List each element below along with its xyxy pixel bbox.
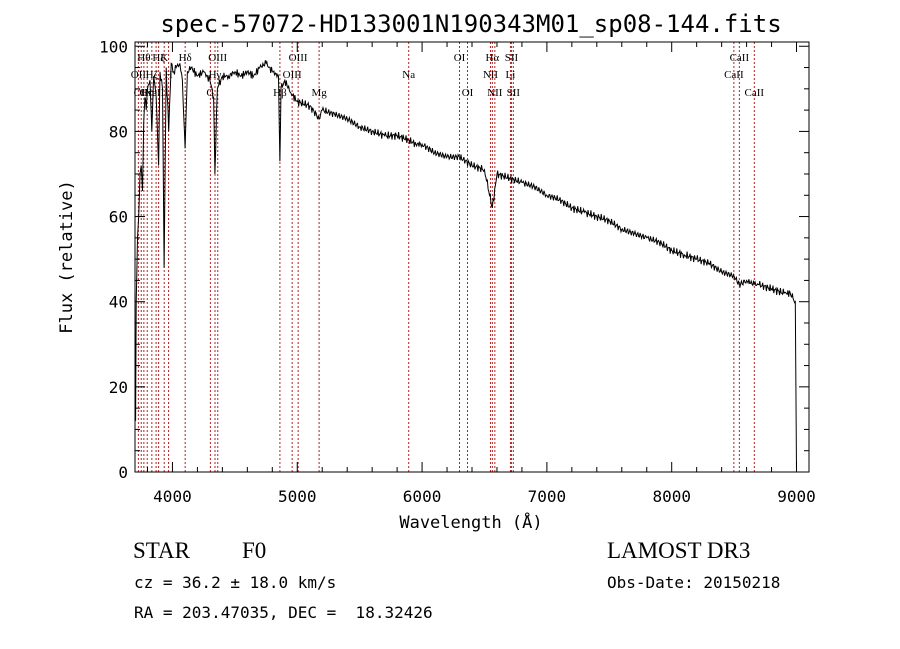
line-marker-label: Li [506, 69, 516, 81]
line-marker-label: OIII [208, 52, 227, 64]
line-marker-label: Hγ [209, 69, 222, 81]
y-axis-label: Flux (relative) [57, 180, 77, 334]
redshift-info: cz = 36.2 ± 18.0 km/s [134, 573, 337, 592]
x-tick-label: 6000 [403, 487, 442, 506]
x-axis-label: Wavelength (Å) [399, 511, 542, 533]
line-marker-label: SII [505, 52, 519, 64]
plot-frame [134, 41, 810, 473]
x-tick-label: 9000 [777, 487, 816, 506]
line-marker-label: Hθ [137, 52, 150, 64]
x-tick-label: 5000 [278, 487, 317, 506]
y-tick-label: 100 [99, 37, 128, 56]
coordinates: RA = 203.47035, DEC = 18.32426 [134, 603, 433, 622]
line-marker-label: Hδ [179, 52, 192, 64]
line-marker-label: Mg [311, 87, 327, 99]
line-marker-label: K [160, 52, 168, 64]
line-marker-label: OI [462, 87, 474, 99]
y-tick-label: 60 [109, 208, 128, 227]
object-class: STAR [133, 538, 190, 563]
line-marker-label: G [206, 87, 214, 99]
spectrum-line [134, 60, 797, 473]
y-tick-label: 80 [109, 122, 128, 141]
line-marker-label: OIII [283, 69, 302, 81]
y-tick-label: 20 [109, 378, 128, 397]
line-marker-label: OII [131, 69, 147, 81]
line-marker-label: NII [487, 87, 503, 99]
x-tick-label: 8000 [652, 487, 691, 506]
line-marker-label: OIII [289, 52, 308, 64]
chart-title: spec-57072-HD133001N190343M01_sp08-144.f… [160, 10, 781, 38]
line-marker-label: CaII [724, 69, 744, 81]
x-tick-label: 4000 [153, 487, 192, 506]
line-marker-label: Hζ [146, 69, 159, 81]
line-marker-label: OI [454, 52, 466, 64]
line-marker-label: SII [507, 87, 521, 99]
y-tick-label: 0 [118, 463, 128, 482]
line-marker-label: CaII [730, 52, 750, 64]
y-tick-label: 40 [109, 293, 128, 312]
line-marker-label: CaII [745, 87, 765, 99]
line-marker-label: Hα [485, 52, 499, 64]
line-marker-label: OII [134, 87, 150, 99]
survey-name: LAMOST DR3 [607, 538, 751, 563]
object-subclass: F0 [242, 538, 267, 563]
line-marker-label: Hβ [273, 87, 287, 99]
x-tick-label: 7000 [528, 487, 567, 506]
obs-date: Obs-Date: 20150218 [607, 573, 781, 592]
line-marker-label: NII [483, 69, 499, 81]
line-marker-label: Hζ [152, 52, 165, 64]
line-marker-label: H [165, 69, 173, 81]
line-marker-label: Na [402, 69, 415, 81]
